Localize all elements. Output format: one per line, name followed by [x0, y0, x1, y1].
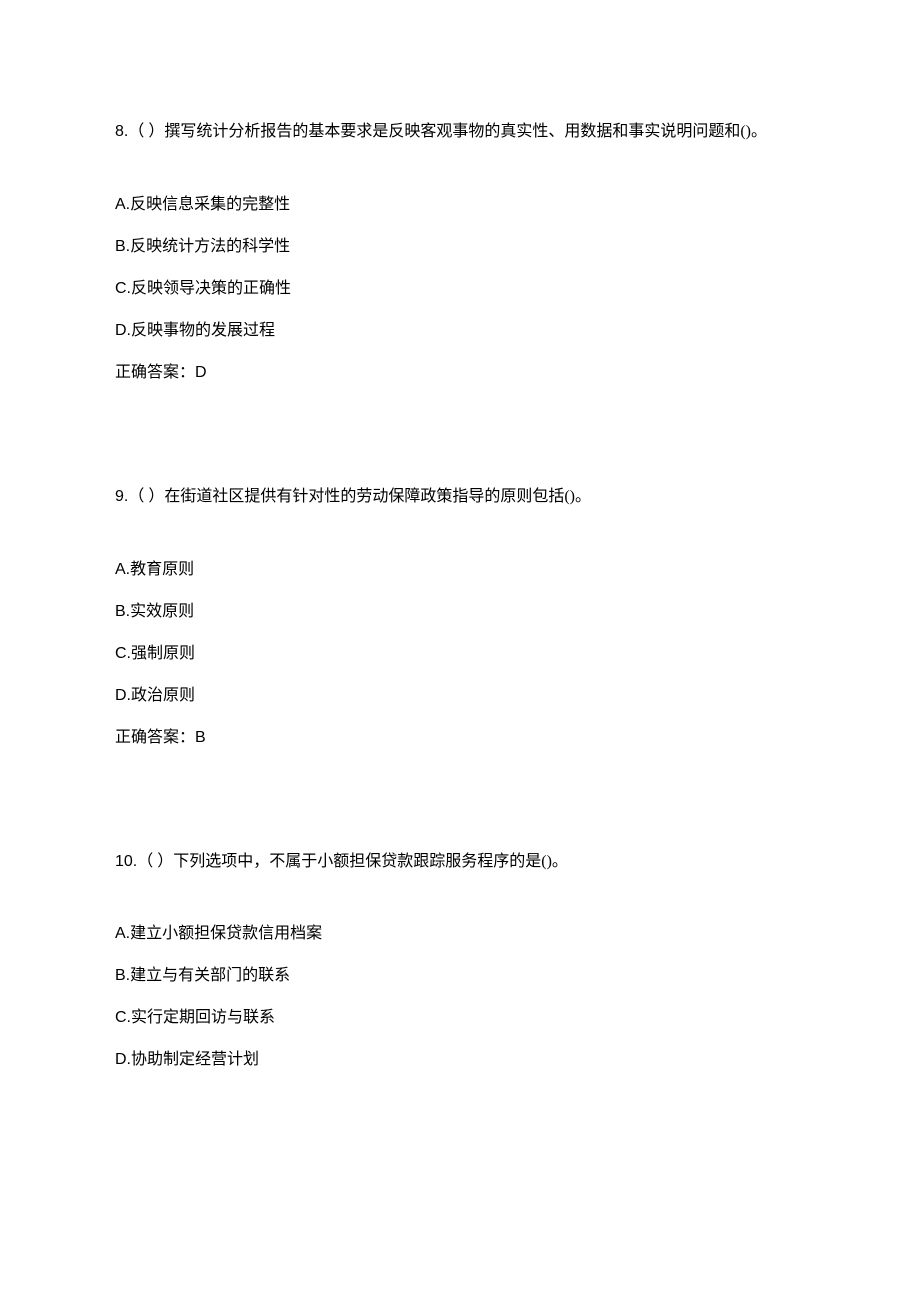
- option-label: B.: [115, 967, 130, 984]
- option-c: C.实行定期回访与联系: [115, 1006, 805, 1030]
- option-label: D.: [115, 687, 131, 704]
- option-a: A.教育原则: [115, 558, 805, 582]
- question-number: 9.: [115, 488, 128, 505]
- option-d: D.协助制定经营计划: [115, 1048, 805, 1072]
- option-c: C.反映领导决策的正确性: [115, 277, 805, 301]
- option-text: 实效原则: [130, 603, 194, 620]
- option-text: 反映信息采集的完整性: [130, 196, 290, 213]
- option-text: 实行定期回访与联系: [131, 1009, 275, 1026]
- option-label: D.: [115, 322, 131, 339]
- option-c: C.强制原则: [115, 642, 805, 666]
- option-label: B.: [115, 603, 130, 620]
- option-d: D.反映事物的发展过程: [115, 319, 805, 343]
- answer-label: 正确答案：: [115, 729, 195, 746]
- correct-answer: 正确答案：B: [115, 726, 805, 750]
- question-block-10: 10.（ ）下列选项中，不属于小额担保贷款跟踪服务程序的是()。 A.建立小额担…: [115, 840, 805, 1073]
- answer-label: 正确答案：: [115, 364, 195, 381]
- option-a: A.反映信息采集的完整性: [115, 193, 805, 217]
- option-label: C.: [115, 280, 131, 297]
- option-text: 建立小额担保贷款信用档案: [130, 925, 322, 942]
- option-label: A.: [115, 196, 130, 213]
- question-number: 8.: [115, 123, 128, 140]
- option-text: 协助制定经营计划: [131, 1051, 259, 1068]
- question-block-9: 9.（ ）在街道社区提供有针对性的劳动保障政策指导的原则包括()。 A.教育原则…: [115, 475, 805, 750]
- question-number: 10.: [115, 853, 137, 870]
- option-text: 建立与有关部门的联系: [130, 967, 290, 984]
- answer-value: B: [195, 729, 206, 746]
- option-b: B.反映统计方法的科学性: [115, 235, 805, 259]
- question-prompt: （ ）撰写统计分析报告的基本要求是反映客观事物的真实性、用数据和事实说明问题和(…: [128, 123, 767, 140]
- option-text: 政治原则: [131, 687, 195, 704]
- answer-value: D: [195, 364, 207, 381]
- option-text: 反映统计方法的科学性: [130, 238, 290, 255]
- option-a: A.建立小额担保贷款信用档案: [115, 922, 805, 946]
- option-b: B.建立与有关部门的联系: [115, 964, 805, 988]
- question-text: 8.（ ）撰写统计分析报告的基本要求是反映客观事物的真实性、用数据和事实说明问题…: [115, 110, 805, 155]
- option-text: 教育原则: [130, 561, 194, 578]
- question-text: 9.（ ）在街道社区提供有针对性的劳动保障政策指导的原则包括()。: [115, 475, 805, 520]
- question-prompt: （ ）下列选项中，不属于小额担保贷款跟踪服务程序的是()。: [137, 853, 568, 870]
- option-text: 反映领导决策的正确性: [131, 280, 291, 297]
- option-text: 强制原则: [131, 645, 195, 662]
- question-text: 10.（ ）下列选项中，不属于小额担保贷款跟踪服务程序的是()。: [115, 840, 805, 885]
- option-label: D.: [115, 1051, 131, 1068]
- option-d: D.政治原则: [115, 684, 805, 708]
- option-label: C.: [115, 1009, 131, 1026]
- option-text: 反映事物的发展过程: [131, 322, 275, 339]
- option-label: B.: [115, 238, 130, 255]
- question-prompt: （ ）在街道社区提供有针对性的劳动保障政策指导的原则包括()。: [128, 488, 591, 505]
- question-block-8: 8.（ ）撰写统计分析报告的基本要求是反映客观事物的真实性、用数据和事实说明问题…: [115, 110, 805, 385]
- option-label: A.: [115, 925, 130, 942]
- option-b: B.实效原则: [115, 600, 805, 624]
- option-label: C.: [115, 645, 131, 662]
- option-label: A.: [115, 561, 130, 578]
- correct-answer: 正确答案：D: [115, 361, 805, 385]
